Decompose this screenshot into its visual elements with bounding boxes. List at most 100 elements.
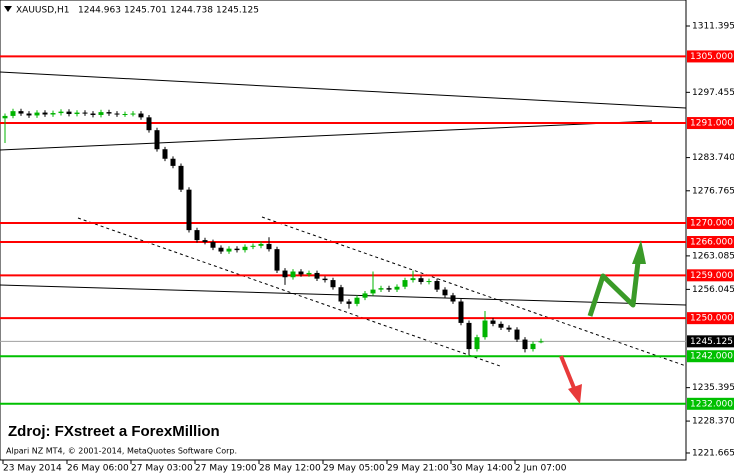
candle-body (370, 289, 376, 294)
candle-body (114, 113, 120, 115)
candle-body (202, 240, 208, 243)
y-tick-label: 1276.765 (692, 186, 734, 196)
candle-body (322, 278, 328, 281)
candle-body (162, 149, 168, 159)
x-tick-label: 2 Jun 07:00 (515, 464, 567, 474)
candle-body (74, 112, 80, 115)
level-label: 1232.000 (690, 399, 733, 409)
y-tick-label: 1263.085 (692, 251, 734, 261)
candle-body (66, 111, 72, 115)
candle-body (482, 320, 488, 338)
header-close: 1245.125 (216, 6, 259, 16)
x-tick-label: 30 May 14:00 (451, 464, 513, 474)
candle-body (402, 280, 408, 287)
candle-body (474, 337, 480, 350)
candle-body (2, 115, 8, 119)
y-tick-label: 1297.455 (692, 88, 734, 98)
candle-body (210, 242, 216, 248)
candle-body (26, 113, 32, 116)
candle-body (410, 278, 416, 281)
candle-body (354, 297, 360, 304)
candle-body (50, 113, 56, 115)
candle-body (194, 230, 200, 241)
y-tick-label: 1311.395 (692, 22, 734, 32)
header-open: 1244.963 (78, 6, 121, 16)
level-label: 1250.000 (690, 314, 733, 324)
candle-body (250, 245, 256, 247)
level-label-box (687, 117, 734, 130)
candle-body (138, 113, 144, 118)
candle-body (226, 248, 232, 252)
candle-body (58, 111, 64, 114)
candle-body (90, 113, 96, 115)
candle-body (282, 270, 288, 278)
candle-body (274, 249, 280, 271)
candle-body (418, 278, 424, 282)
trend-line (0, 71, 687, 109)
level-label: 1291.000 (690, 119, 733, 129)
candle-body (130, 113, 136, 115)
candle-body (498, 323, 504, 328)
footer: Alpari NZ MT4, © 2001-2014, MetaQuotes S… (6, 447, 237, 456)
candle-body (298, 271, 304, 275)
candles (2, 108, 544, 355)
candle-body (362, 293, 368, 298)
candle-body (170, 158, 176, 166)
candle-body (434, 281, 440, 290)
x-tick-label: 29 May 05:00 (323, 464, 385, 474)
candle-body (490, 320, 496, 324)
y-tick-label: 1221.665 (692, 448, 734, 458)
level-label-box (687, 350, 734, 363)
x-tick-label: 27 May 03:00 (131, 464, 193, 474)
candle-body (290, 271, 296, 278)
candle-body (18, 111, 24, 114)
candle-body (258, 243, 264, 246)
down-arrow (559, 355, 576, 389)
candle-body (378, 288, 384, 290)
candle-body (154, 130, 160, 150)
symbol: XAUUSD,H1 (16, 6, 70, 16)
price-label: 1245.125 (690, 337, 733, 347)
candle-body (466, 322, 472, 350)
candle-body (10, 111, 16, 116)
header-icon (4, 6, 12, 12)
candle-body (266, 243, 272, 250)
level-label-box (687, 50, 734, 63)
candle-body (314, 272, 320, 279)
candle-body (426, 281, 432, 283)
y-tick-label: 1256.045 (692, 285, 734, 295)
level-label: 1266.000 (690, 238, 733, 248)
watermark: Zdroj: FXstreet a ForexMillion (8, 423, 220, 440)
x-tick-label: 23 May 2014 (3, 464, 62, 474)
levels: 1305.000 1291.000 1270.000 1266.000 1259.000… (0, 50, 734, 410)
level-label-box (687, 216, 734, 229)
candle-body (330, 280, 336, 288)
x-tick-label: 26 May 06:00 (67, 464, 129, 474)
candle-body (82, 112, 88, 114)
candle-body (338, 287, 344, 302)
y-tick-label: 1235.395 (692, 383, 734, 393)
candle-body (34, 112, 40, 116)
candle-body (98, 112, 104, 115)
down-arrow-head (568, 384, 582, 404)
level-label-box (687, 312, 734, 325)
candle-body (506, 327, 512, 330)
candle-body (242, 246, 248, 251)
candle-body (394, 286, 400, 290)
y-tick-label: 1283.740 (692, 153, 734, 163)
y-tick-label: 1228.370 (692, 417, 734, 427)
candle-body (146, 117, 152, 131)
candle-body (122, 114, 128, 116)
level-label-box (687, 236, 734, 249)
candle-body (458, 301, 464, 323)
candle-body (538, 341, 544, 343)
candle-body (234, 248, 240, 251)
level-label-box (687, 397, 734, 410)
candle-body (42, 112, 48, 115)
candle-body (442, 289, 448, 296)
candle-body (178, 165, 184, 190)
x-tick-label: 29 May 21:00 (387, 464, 449, 474)
level-label: 1305.000 (690, 52, 733, 62)
candle-body (530, 343, 536, 350)
